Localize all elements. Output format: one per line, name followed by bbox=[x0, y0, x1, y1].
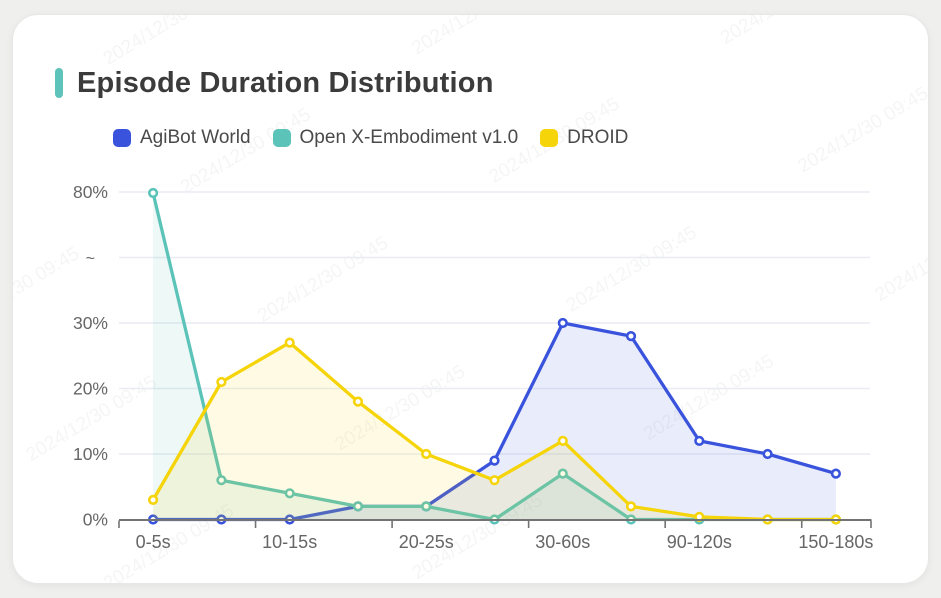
data-point[interactable] bbox=[489, 475, 500, 486]
y-axis-break-symbol: ~ bbox=[86, 251, 95, 268]
legend-label: Open X-Embodiment v1.0 bbox=[299, 127, 519, 148]
x-axis-tick-label: 20-25s bbox=[399, 532, 454, 552]
legend-chip-droid bbox=[540, 129, 559, 147]
data-point[interactable] bbox=[557, 317, 568, 329]
data-point[interactable] bbox=[148, 187, 159, 199]
y-axis-tick-label: 0% bbox=[83, 510, 108, 530]
data-point[interactable] bbox=[557, 468, 568, 479]
legend-label: DROID bbox=[567, 127, 629, 148]
data-point[interactable] bbox=[830, 468, 842, 479]
data-point[interactable] bbox=[216, 475, 227, 486]
data-point[interactable] bbox=[557, 435, 568, 447]
x-axis-tick-label: 90-120s bbox=[667, 532, 732, 552]
y-axis-tick-label: 80% bbox=[73, 182, 108, 202]
legend: AgiBot World Open X-Embodiment v1.0 DROID bbox=[113, 127, 650, 149]
y-axis-tick-label: 30% bbox=[73, 313, 108, 333]
data-point[interactable] bbox=[625, 331, 637, 342]
data-point[interactable] bbox=[489, 455, 500, 466]
series-droid bbox=[148, 337, 842, 525]
chart-title: Episode Duration Distribution bbox=[77, 67, 494, 99]
chart-card: 2024/12/30 09:45 2024/12/30 09:45 2024/12/… bbox=[12, 14, 929, 584]
data-point[interactable] bbox=[421, 448, 432, 460]
data-point[interactable] bbox=[352, 501, 364, 512]
series-area-fill bbox=[153, 323, 836, 520]
legend-label: AgiBot World bbox=[140, 127, 251, 148]
data-point[interactable] bbox=[694, 435, 705, 447]
legend-item-droid[interactable]: DROID bbox=[540, 127, 628, 149]
x-axis-tick-label: 10-15s bbox=[262, 532, 317, 552]
data-point[interactable] bbox=[216, 376, 227, 388]
data-point[interactable] bbox=[284, 337, 295, 348]
data-point[interactable] bbox=[284, 488, 295, 499]
series-area-fill bbox=[153, 342, 836, 520]
legend-item-open-x-embodiment-v1-0[interactable]: Open X-Embodiment v1.0 bbox=[272, 127, 519, 149]
data-point[interactable] bbox=[352, 396, 364, 407]
y-axis-tick-label: 10% bbox=[73, 444, 108, 464]
legend-chip-open-x-embodiment-v1-0 bbox=[272, 129, 291, 147]
y-axis-tick-label: 20% bbox=[73, 379, 108, 399]
x-axis-tick-label: 30-60s bbox=[535, 532, 590, 552]
series-area-fill bbox=[153, 193, 836, 520]
data-point[interactable] bbox=[148, 494, 159, 506]
legend-item-agibot-world[interactable]: AgiBot World bbox=[113, 127, 251, 149]
x-axis-tick-label: 0-5s bbox=[136, 532, 171, 552]
data-point[interactable] bbox=[762, 448, 773, 460]
data-point[interactable] bbox=[421, 501, 432, 512]
title-accent-bar bbox=[55, 68, 63, 98]
data-point[interactable] bbox=[625, 501, 637, 512]
title-row: Episode Duration Distribution bbox=[55, 67, 494, 99]
legend-chip-agibot-world bbox=[113, 129, 131, 147]
x-axis-tick-label: 150-180s bbox=[798, 532, 873, 552]
